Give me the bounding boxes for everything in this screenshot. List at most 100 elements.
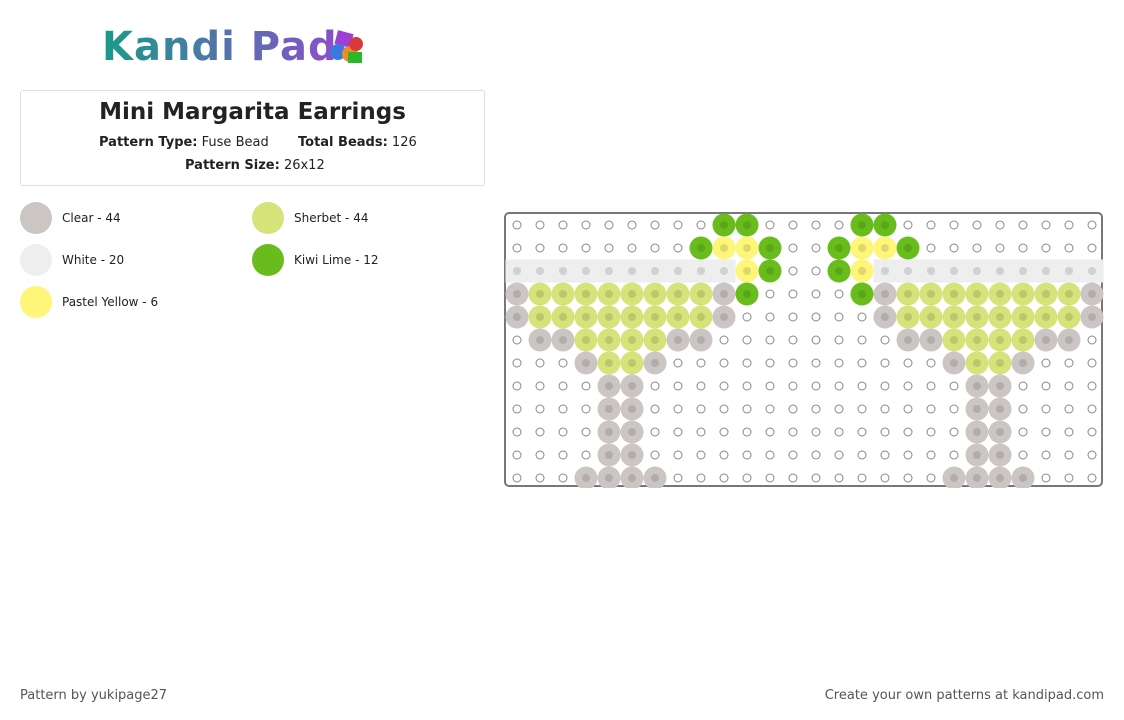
bead (988, 305, 1012, 329)
bead (988, 420, 1012, 444)
bead (620, 305, 644, 329)
empty-peg (673, 358, 683, 368)
empty-peg (696, 404, 706, 414)
empty-peg (949, 381, 959, 391)
empty-peg (765, 358, 775, 368)
empty-peg (834, 220, 844, 230)
bead (919, 282, 943, 306)
bead-hole (973, 336, 981, 344)
bead-hole (628, 359, 636, 367)
site-link[interactable]: Create your own patterns at kandipad.com (824, 688, 1104, 703)
empty-peg (1064, 404, 1074, 414)
bead (528, 282, 552, 306)
bead (620, 259, 644, 283)
bead (988, 466, 1012, 488)
bead (1057, 282, 1081, 306)
empty-peg (903, 220, 913, 230)
empty-peg (811, 266, 821, 276)
empty-peg (857, 450, 867, 460)
bead (988, 328, 1012, 352)
legend-label: Clear - 44 (62, 211, 121, 225)
bead (942, 305, 966, 329)
empty-peg (857, 381, 867, 391)
bead-hole (1042, 290, 1050, 298)
empty-peg (811, 220, 821, 230)
bead-hole (513, 313, 521, 321)
empty-peg (903, 381, 913, 391)
empty-peg (880, 404, 890, 414)
empty-peg (1041, 220, 1051, 230)
bead (942, 259, 966, 283)
empty-peg (1064, 358, 1074, 368)
bead-hole (904, 336, 912, 344)
bead-hole (996, 451, 1004, 459)
bead (988, 374, 1012, 398)
empty-peg (673, 220, 683, 230)
empty-peg (581, 220, 591, 230)
bead (942, 466, 966, 488)
empty-peg (673, 473, 683, 483)
empty-peg (742, 312, 752, 322)
bead-hole (1019, 267, 1027, 275)
bead-hole (605, 336, 613, 344)
empty-peg (834, 335, 844, 345)
empty-peg (581, 243, 591, 253)
bead-hole (697, 244, 705, 252)
bead (1057, 328, 1081, 352)
bead (712, 236, 736, 260)
bead-hole (881, 313, 889, 321)
bead (666, 328, 690, 352)
bead-hole (720, 313, 728, 321)
bead-hole (559, 267, 567, 275)
empty-peg (1087, 473, 1097, 483)
empty-peg (1018, 427, 1028, 437)
empty-peg (765, 381, 775, 391)
bead (827, 259, 851, 283)
legend-label: Kiwi Lime - 12 (294, 253, 379, 267)
bead (574, 328, 598, 352)
bead (942, 351, 966, 375)
bead-hole (950, 290, 958, 298)
bead (735, 282, 759, 306)
bead (965, 282, 989, 306)
empty-peg (949, 404, 959, 414)
bead-hole (605, 428, 613, 436)
bead-hole (927, 290, 935, 298)
empty-peg (558, 358, 568, 368)
bead-hole (1042, 313, 1050, 321)
empty-peg (903, 427, 913, 437)
label: Total Beads: (298, 135, 388, 150)
empty-peg (926, 473, 936, 483)
bead (896, 282, 920, 306)
bead-hole (582, 359, 590, 367)
empty-peg (512, 404, 522, 414)
empty-peg (1064, 381, 1074, 391)
bead-hole (950, 267, 958, 275)
empty-peg (512, 358, 522, 368)
legend-item: Kiwi Lime - 12 (252, 244, 379, 276)
value: 126 (391, 135, 417, 150)
empty-peg (535, 358, 545, 368)
bead (1080, 305, 1104, 329)
bead (666, 259, 690, 283)
bead-hole (651, 474, 659, 482)
bead (827, 236, 851, 260)
bead-hole (674, 313, 682, 321)
empty-peg (742, 427, 752, 437)
empty-peg (1041, 427, 1051, 437)
bead-hole (1042, 267, 1050, 275)
bead (597, 420, 621, 444)
empty-peg (558, 450, 568, 460)
bead-hole (858, 221, 866, 229)
bead-hole (1019, 290, 1027, 298)
empty-peg (558, 427, 568, 437)
swatch (20, 286, 52, 318)
bead (988, 351, 1012, 375)
empty-peg (512, 473, 522, 483)
bead (1057, 305, 1081, 329)
empty-peg (581, 381, 591, 391)
empty-peg (926, 404, 936, 414)
bead-hole (1065, 290, 1073, 298)
empty-peg (788, 335, 798, 345)
bead (620, 443, 644, 467)
